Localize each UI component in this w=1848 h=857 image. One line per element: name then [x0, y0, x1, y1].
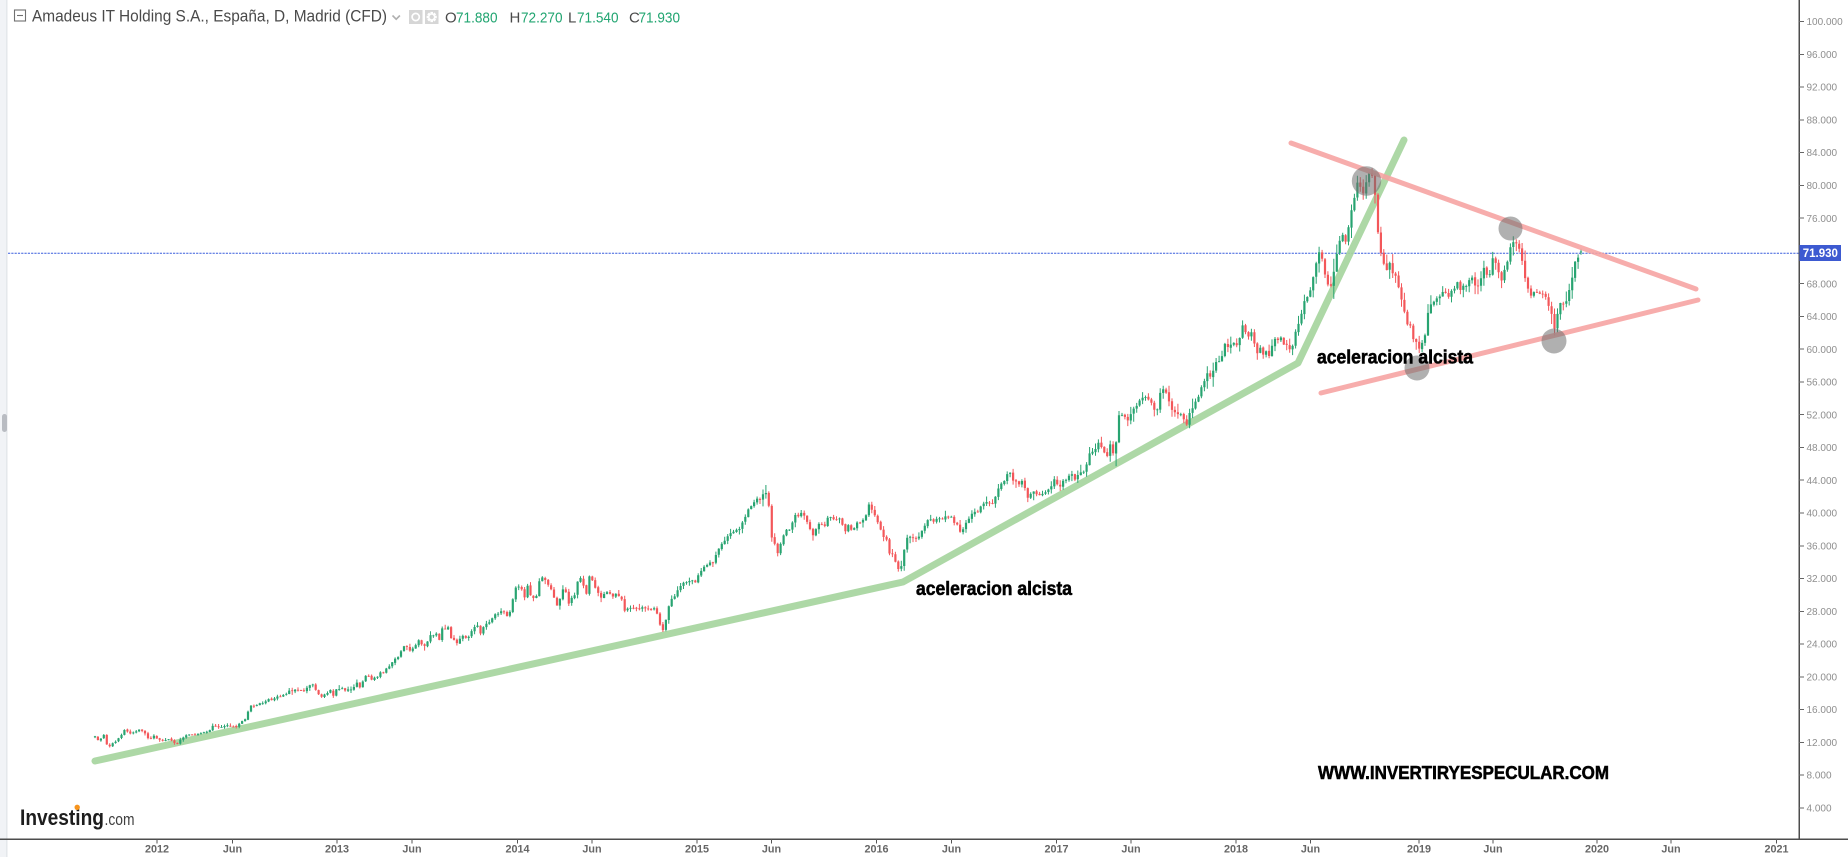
- svg-text:Investing: Investing: [20, 805, 104, 830]
- svg-text:71.930: 71.930: [639, 10, 681, 27]
- svg-text:16.000: 16.000: [1807, 705, 1838, 716]
- svg-text:Jun: Jun: [223, 844, 242, 856]
- svg-text:92.000: 92.000: [1807, 83, 1838, 94]
- svg-text:40.000: 40.000: [1807, 509, 1838, 520]
- svg-text:WWW.INVERTIRYESPECULAR.COM: WWW.INVERTIRYESPECULAR.COM: [1318, 762, 1609, 783]
- svg-text:L: L: [568, 10, 576, 27]
- svg-text:24.000: 24.000: [1807, 640, 1838, 651]
- svg-text:Jun: Jun: [942, 844, 961, 856]
- svg-text:Jun: Jun: [402, 844, 421, 856]
- svg-text:8.000: 8.000: [1807, 771, 1832, 782]
- svg-text:68.000: 68.000: [1807, 279, 1838, 290]
- svg-text:96.000: 96.000: [1807, 50, 1838, 61]
- svg-text:aceleracion alcista: aceleracion alcista: [916, 579, 1072, 600]
- svg-text:4.000: 4.000: [1807, 803, 1832, 814]
- svg-text:28.000: 28.000: [1807, 607, 1838, 618]
- svg-text:100.000: 100.000: [1807, 17, 1844, 28]
- svg-text:Jun: Jun: [1661, 844, 1680, 856]
- svg-text:44.000: 44.000: [1807, 476, 1838, 487]
- svg-text:2014: 2014: [505, 844, 529, 856]
- svg-text:Jun: Jun: [582, 844, 601, 856]
- svg-text:56.000: 56.000: [1807, 378, 1838, 389]
- svg-text:76.000: 76.000: [1807, 214, 1838, 225]
- svg-text:48.000: 48.000: [1807, 443, 1838, 454]
- svg-text:71.540: 71.540: [577, 10, 619, 27]
- svg-text:2020: 2020: [1585, 844, 1609, 856]
- svg-text:Jun: Jun: [1121, 844, 1140, 856]
- svg-text:aceleracion alcista: aceleracion alcista: [1317, 348, 1473, 369]
- svg-text:H: H: [510, 10, 521, 27]
- svg-text:64.000: 64.000: [1807, 312, 1838, 323]
- svg-text:84.000: 84.000: [1807, 148, 1838, 159]
- svg-text:36.000: 36.000: [1807, 541, 1838, 552]
- svg-text:2018: 2018: [1224, 844, 1248, 856]
- svg-text:71.880: 71.880: [456, 10, 498, 27]
- svg-text:32.000: 32.000: [1807, 574, 1838, 585]
- svg-text:20.000: 20.000: [1807, 672, 1838, 683]
- svg-text:2021: 2021: [1764, 844, 1788, 856]
- svg-text:2012: 2012: [145, 844, 169, 856]
- svg-text:2016: 2016: [864, 844, 888, 856]
- svg-text:72.270: 72.270: [521, 10, 563, 27]
- svg-text:Amadeus IT Holding S.A., Españ: Amadeus IT Holding S.A., España, D, Madr…: [32, 8, 387, 26]
- svg-text:71.930: 71.930: [1803, 248, 1838, 260]
- svg-text:Jun: Jun: [1483, 844, 1502, 856]
- svg-text:Jun: Jun: [762, 844, 781, 856]
- svg-text:Jun: Jun: [1301, 844, 1320, 856]
- svg-text:C: C: [629, 10, 640, 27]
- svg-text:2015: 2015: [685, 844, 709, 856]
- svg-text:80.000: 80.000: [1807, 181, 1838, 192]
- svg-text:2017: 2017: [1044, 844, 1068, 856]
- svg-text:O: O: [445, 10, 457, 27]
- svg-text:2013: 2013: [325, 844, 349, 856]
- svg-text:52.000: 52.000: [1807, 410, 1838, 421]
- svg-text:.com: .com: [105, 810, 135, 829]
- svg-text:60.000: 60.000: [1807, 345, 1838, 356]
- svg-text:2019: 2019: [1407, 844, 1431, 856]
- svg-text:88.000: 88.000: [1807, 116, 1838, 127]
- svg-text:12.000: 12.000: [1807, 738, 1838, 749]
